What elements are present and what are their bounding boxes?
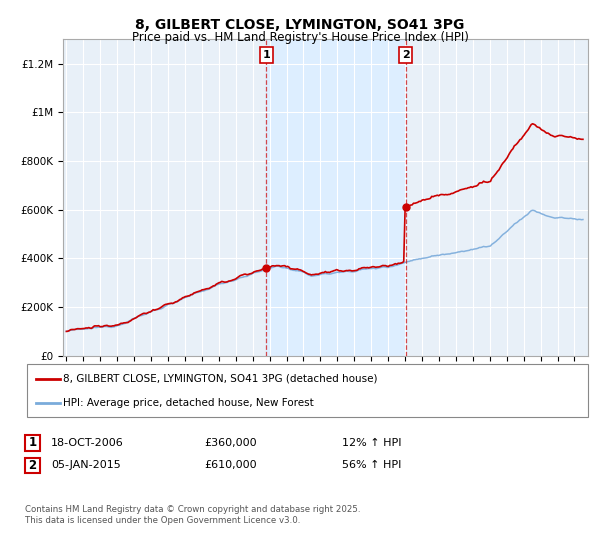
Text: 12% ↑ HPI: 12% ↑ HPI <box>342 438 401 448</box>
Text: HPI: Average price, detached house, New Forest: HPI: Average price, detached house, New … <box>63 398 314 408</box>
Text: £360,000: £360,000 <box>204 438 257 448</box>
Text: 1: 1 <box>262 50 270 60</box>
Text: 8, GILBERT CLOSE, LYMINGTON, SO41 3PG: 8, GILBERT CLOSE, LYMINGTON, SO41 3PG <box>136 18 464 32</box>
Text: 56% ↑ HPI: 56% ↑ HPI <box>342 460 401 470</box>
Text: 05-JAN-2015: 05-JAN-2015 <box>51 460 121 470</box>
Text: 8, GILBERT CLOSE, LYMINGTON, SO41 3PG (detached house): 8, GILBERT CLOSE, LYMINGTON, SO41 3PG (d… <box>63 374 377 384</box>
Text: £610,000: £610,000 <box>204 460 257 470</box>
Text: 2: 2 <box>28 459 37 472</box>
Text: Price paid vs. HM Land Registry's House Price Index (HPI): Price paid vs. HM Land Registry's House … <box>131 31 469 44</box>
Text: 18-OCT-2006: 18-OCT-2006 <box>51 438 124 448</box>
Text: Contains HM Land Registry data © Crown copyright and database right 2025.
This d: Contains HM Land Registry data © Crown c… <box>25 505 361 525</box>
Text: 1: 1 <box>28 436 37 450</box>
Text: 2: 2 <box>402 50 410 60</box>
Bar <box>266 39 406 356</box>
